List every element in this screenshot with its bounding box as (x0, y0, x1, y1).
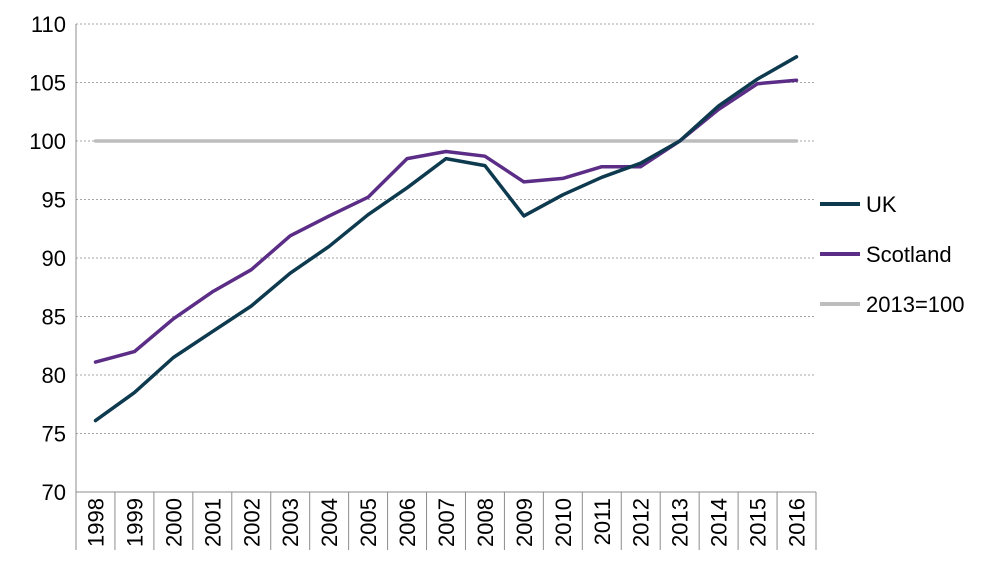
x-tick-label: 2009 (512, 498, 537, 547)
x-tick-label: 2012 (629, 498, 654, 547)
x-tick-label: 2016 (785, 498, 810, 547)
y-axis-tick-labels: 70 75 80 85 90 95 100 105 110 (29, 12, 66, 505)
legend-label: Scotland (866, 242, 952, 267)
y-tick-label: 80 (42, 363, 66, 388)
x-axis-tick-labels: 1998 1999 2000 2001 2002 2003 2004 2005 2006 2007… (83, 498, 809, 547)
series-line-scotland (93, 78, 799, 364)
x-tick-label: 1998 (83, 498, 108, 547)
y-tick-label: 100 (29, 129, 66, 154)
legend-label: UK (866, 192, 897, 217)
y-tick-label: 85 (42, 305, 66, 330)
x-tick-label: 2006 (395, 498, 420, 547)
y-tick-label: 95 (42, 188, 66, 213)
x-tick-label: 2005 (356, 498, 381, 547)
y-tick-label: 70 (42, 480, 66, 505)
x-tick-label: 1999 (122, 498, 147, 547)
x-tick-label: 2014 (707, 498, 732, 547)
y-tick-label: 75 (42, 422, 66, 447)
x-tick-label: 2001 (200, 498, 225, 547)
series-lines (93, 55, 799, 423)
x-tick-label: 2011 (590, 498, 615, 545)
y-tick-label: 105 (29, 71, 66, 96)
x-tick-label: 2015 (746, 498, 771, 547)
x-tick-label: 2000 (161, 498, 186, 547)
y-tick-label: 90 (42, 246, 66, 271)
x-tick-label: 2010 (551, 498, 576, 547)
x-tick-label: 2004 (317, 498, 342, 547)
series-line-uk (93, 55, 799, 423)
legend: UK Scotland 2013=100 (820, 192, 965, 317)
x-tick-label: 2002 (239, 498, 264, 547)
x-tick-label: 2003 (278, 498, 303, 547)
y-tick-label: 110 (31, 12, 66, 37)
axes (75, 24, 817, 550)
x-tick-label: 2008 (473, 498, 498, 547)
gridlines (76, 23, 816, 434)
x-tick-label: 2007 (434, 498, 459, 547)
legend-label: 2013=100 (866, 292, 965, 317)
x-tick-label: 2013 (668, 498, 693, 547)
